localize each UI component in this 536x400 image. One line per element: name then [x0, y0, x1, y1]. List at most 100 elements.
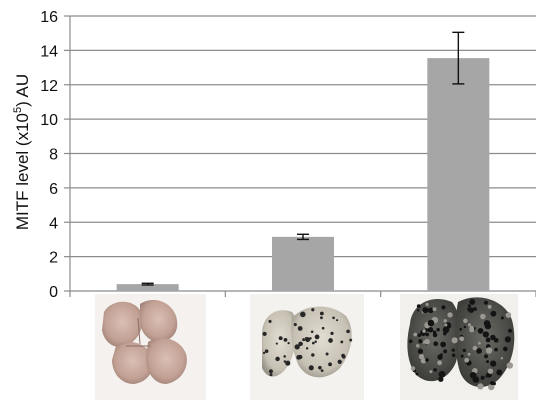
- tumor-spot: [467, 304, 471, 308]
- tumor-spot: [283, 360, 287, 363]
- tumor-spot: [293, 323, 297, 327]
- tumor-spot: [451, 337, 458, 344]
- tumor-spot: [482, 331, 489, 338]
- tumor-spot: [264, 349, 269, 354]
- tumor-spot: [502, 346, 508, 352]
- tumor-spot: [472, 345, 478, 351]
- tumor-spot: [262, 351, 266, 355]
- error-bar: [141, 282, 154, 286]
- tumor-spot: [320, 369, 324, 373]
- y-tick-label: 6: [49, 181, 58, 198]
- tumor-spot: [480, 313, 486, 320]
- tumor-spot: [297, 326, 303, 331]
- tumor-spot: [349, 338, 353, 342]
- tumor-spot: [440, 341, 447, 348]
- tumor-spot: [275, 342, 278, 345]
- y-tick-label: 0: [49, 284, 58, 301]
- tumor-spot: [310, 330, 314, 334]
- tumor-spot: [311, 353, 315, 357]
- tumor-spot: [469, 299, 476, 305]
- tumor-spot: [300, 311, 306, 318]
- tumor-spot: [418, 353, 425, 360]
- tumor-spot: [340, 340, 344, 344]
- bar: [272, 236, 334, 291]
- y-axis-label-suffix: ) AU: [13, 74, 32, 107]
- tumor-spot: [437, 360, 442, 366]
- gridlines: [70, 15, 536, 258]
- y-tick-label: 10: [40, 112, 58, 129]
- tumor-spot: [427, 307, 434, 314]
- y-tick-label: 12: [40, 78, 58, 95]
- tumor-spot: [330, 331, 334, 335]
- y-tick-label: 8: [49, 147, 58, 164]
- tumor-spot: [424, 338, 430, 345]
- bars: [116, 58, 490, 291]
- tumor-spot: [487, 368, 494, 374]
- tumor-spot: [443, 319, 447, 323]
- y-tick-labels: 0 2 4 6 8 10 12 14 16: [40, 9, 58, 301]
- tumor-spot: [302, 338, 306, 342]
- tumor-spot: [298, 341, 303, 347]
- tumor-spot: [432, 307, 437, 312]
- tumor-spot: [296, 355, 301, 360]
- severe-metastasis-lung-photo: [400, 294, 518, 400]
- tumor-spot: [311, 308, 315, 312]
- y-tick-label: 14: [40, 43, 58, 60]
- tumor-spot: [438, 376, 444, 382]
- tumor-spot: [413, 332, 418, 337]
- tumor-spot: [311, 341, 315, 345]
- tumor-spot: [320, 316, 323, 320]
- healthy-lung-photo: [95, 294, 206, 400]
- tumor-spot: [493, 337, 499, 343]
- tumor-spot: [425, 308, 429, 311]
- tumor-spot: [490, 380, 495, 386]
- tumor-spot: [425, 302, 429, 307]
- tumor-spot: [427, 319, 435, 327]
- tumor-spot: [477, 341, 481, 345]
- tumor-spot: [433, 341, 439, 347]
- tumor-spot: [318, 365, 322, 370]
- tumor-spot: [467, 307, 472, 312]
- tumor-spot: [336, 319, 339, 322]
- tumor-spot: [438, 370, 446, 378]
- tumor-spot: [416, 304, 421, 308]
- tumor-spot: [425, 358, 429, 362]
- tumor-spot: [444, 323, 448, 327]
- tumor-spot: [308, 365, 314, 371]
- bar: [116, 284, 179, 291]
- tumor-spot: [485, 347, 493, 354]
- tumor-spot: [328, 338, 333, 343]
- tumor-spot: [429, 370, 433, 374]
- tumor-spot: [494, 347, 498, 352]
- tumor-spot: [496, 369, 503, 376]
- tumor-spot: [319, 311, 324, 316]
- y-tick-label: 16: [40, 9, 58, 26]
- tumor-spot: [488, 383, 495, 391]
- tumor-spot: [490, 310, 497, 317]
- tumor-spot: [477, 328, 484, 334]
- tumor-spot: [476, 348, 482, 354]
- tumor-spot: [462, 348, 467, 353]
- tumor-spot: [469, 372, 477, 379]
- tumor-spot: [463, 325, 467, 329]
- moderate-metastasis-lung-photo: [250, 294, 364, 400]
- tumor-spot: [487, 304, 492, 309]
- error-bars: [141, 31, 465, 286]
- y-tick-label: 2: [49, 250, 58, 267]
- tumor-spot: [425, 332, 430, 337]
- tumor-spot: [507, 328, 513, 333]
- tumor-spot: [341, 354, 346, 359]
- tumor-spot: [268, 319, 272, 323]
- tumor-spot: [467, 323, 472, 327]
- tumor-spot: [480, 375, 485, 380]
- tumor-spot: [506, 362, 514, 369]
- tumor-spot: [314, 340, 317, 343]
- tumor-spot: [422, 329, 426, 333]
- tumor-spot: [460, 354, 464, 358]
- tumor-spot: [416, 344, 420, 348]
- tumor-spot: [451, 348, 455, 352]
- tumor-spot: [420, 357, 427, 364]
- tumor-spot: [490, 334, 496, 341]
- error-bar: [452, 31, 465, 85]
